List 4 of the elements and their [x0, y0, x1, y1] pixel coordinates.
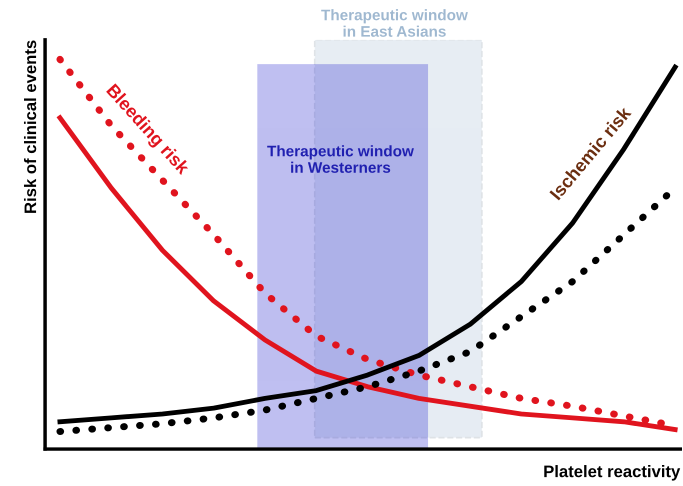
text: Therapeutic window in East Asians [321, 9, 468, 37]
annotation: Therapeutic window in Westerners [267, 145, 414, 173]
x-axis-title: Platelet reactivity [544, 465, 680, 481]
y-axis-title: Risk of clinical events [24, 40, 36, 213]
